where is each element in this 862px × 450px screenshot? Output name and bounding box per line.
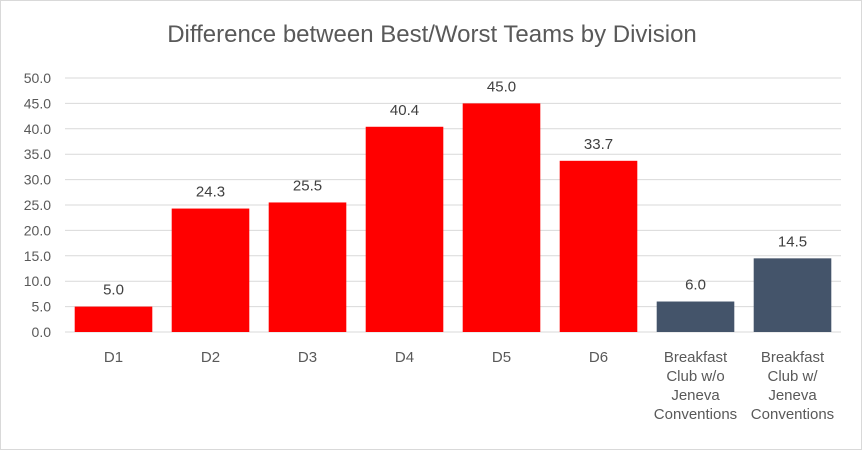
data-label: 33.7 bbox=[584, 136, 613, 153]
data-labels: 5.0 24.3 25.5 40.4 45.0 33.7 6.0 14.5 bbox=[103, 78, 807, 298]
data-label: 24.3 bbox=[196, 184, 225, 201]
x-tick-label: D5 bbox=[492, 349, 511, 366]
x-tick-label: Conventions bbox=[654, 406, 737, 423]
y-axis-tick-labels: 0.0 5.0 10.0 15.0 20.0 25.0 30.0 35.0 40.0 45.0 50… bbox=[24, 70, 51, 340]
y-tick-label: 20.0 bbox=[24, 222, 51, 238]
bar bbox=[462, 103, 541, 333]
y-tick-label: 30.0 bbox=[24, 172, 51, 188]
bar bbox=[268, 202, 347, 332]
x-tick-label: Club w/o bbox=[666, 368, 724, 385]
y-tick-label: 50.0 bbox=[24, 70, 51, 86]
x-tick-label: D1 bbox=[104, 349, 123, 366]
y-tick-label: 35.0 bbox=[24, 146, 51, 162]
x-tick-label: D4 bbox=[395, 349, 414, 366]
x-tick-label: D3 bbox=[298, 349, 317, 366]
y-tick-label: 25.0 bbox=[24, 197, 51, 213]
y-tick-label: 0.0 bbox=[32, 324, 52, 340]
y-tick-label: 15.0 bbox=[24, 248, 51, 264]
x-tick-label: Jeneva bbox=[671, 387, 720, 404]
bar bbox=[171, 208, 250, 332]
bar bbox=[753, 258, 832, 332]
y-tick-label: 40.0 bbox=[24, 121, 51, 137]
data-label: 25.5 bbox=[293, 177, 322, 194]
chart-title: Difference between Best/Worst Teams by D… bbox=[167, 21, 697, 48]
bar bbox=[656, 301, 735, 332]
x-tick-label: D2 bbox=[201, 349, 220, 366]
x-tick-label: D6 bbox=[589, 349, 608, 366]
y-tick-label: 10.0 bbox=[24, 273, 51, 289]
bar bbox=[559, 160, 638, 332]
bars bbox=[74, 103, 832, 333]
x-tick-label: Breakfast bbox=[664, 349, 728, 366]
data-label: 45.0 bbox=[487, 78, 516, 95]
data-label: 6.0 bbox=[685, 277, 706, 294]
x-tick-label: Club w/ bbox=[767, 368, 818, 385]
data-label: 14.5 bbox=[778, 233, 807, 250]
bar bbox=[74, 306, 153, 332]
x-tick-label: Breakfast bbox=[761, 349, 825, 366]
y-tick-label: 5.0 bbox=[32, 299, 52, 315]
x-tick-label: Conventions bbox=[751, 406, 834, 423]
data-label: 40.4 bbox=[390, 102, 419, 119]
x-axis-tick-labels: D1 D2 D3 D4 D5 D6 Breakfast Club w/o Jeneva Conve… bbox=[104, 349, 834, 423]
bar bbox=[365, 126, 444, 332]
y-tick-label: 45.0 bbox=[24, 95, 51, 111]
x-tick-label: Jeneva bbox=[768, 387, 817, 404]
data-label: 5.0 bbox=[103, 282, 124, 299]
